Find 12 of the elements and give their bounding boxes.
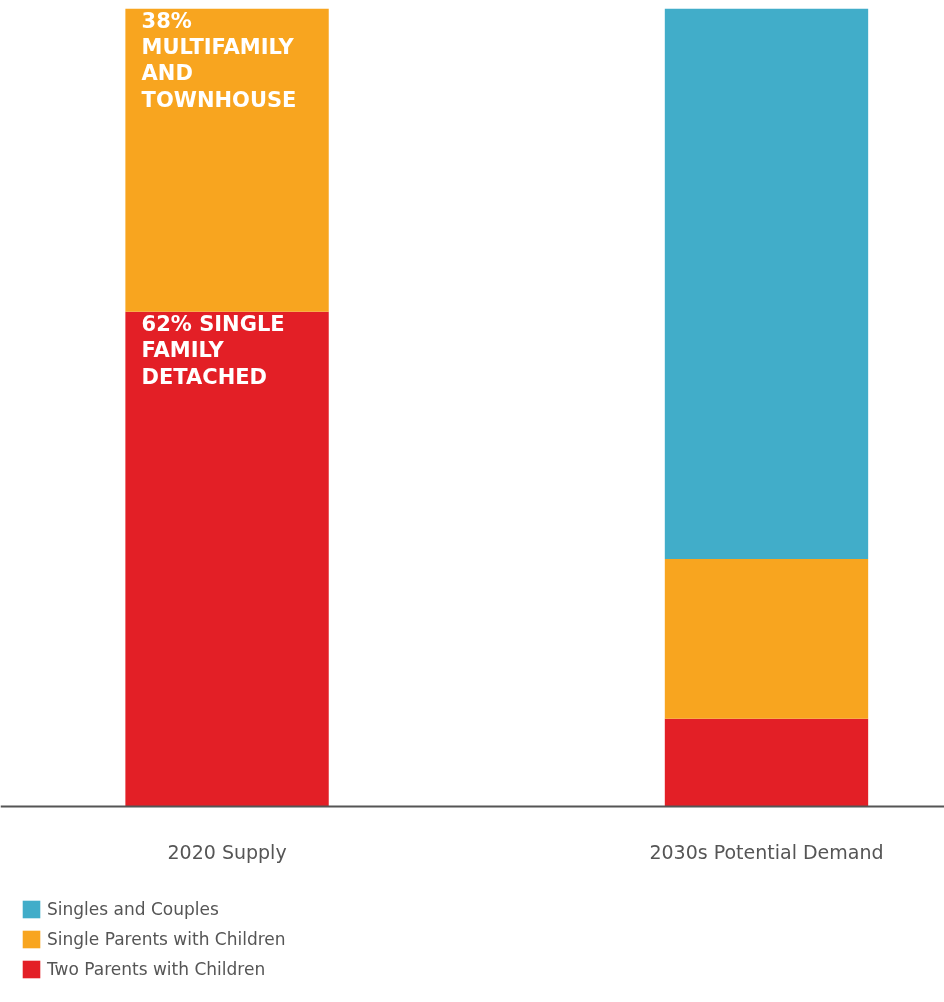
bar <box>664 559 869 719</box>
data-label: 62% SINGLE FAMILY DETACHED <box>141 311 285 389</box>
data-label: 38% MULTIFAMILY AND TOWNHOUSE <box>141 8 297 112</box>
bar <box>125 8 329 312</box>
bar <box>664 8 869 560</box>
bar <box>125 311 329 807</box>
x-tick-label: 2030s Potential Demand <box>649 840 884 863</box>
legend-label: Singles and Couples <box>47 899 219 919</box>
legend-label: Single Parents with Children <box>47 929 286 949</box>
bar <box>664 718 869 807</box>
legend-label: Two Parents with Children <box>47 959 266 979</box>
x-tick-label: 2020 Supply <box>167 840 287 863</box>
